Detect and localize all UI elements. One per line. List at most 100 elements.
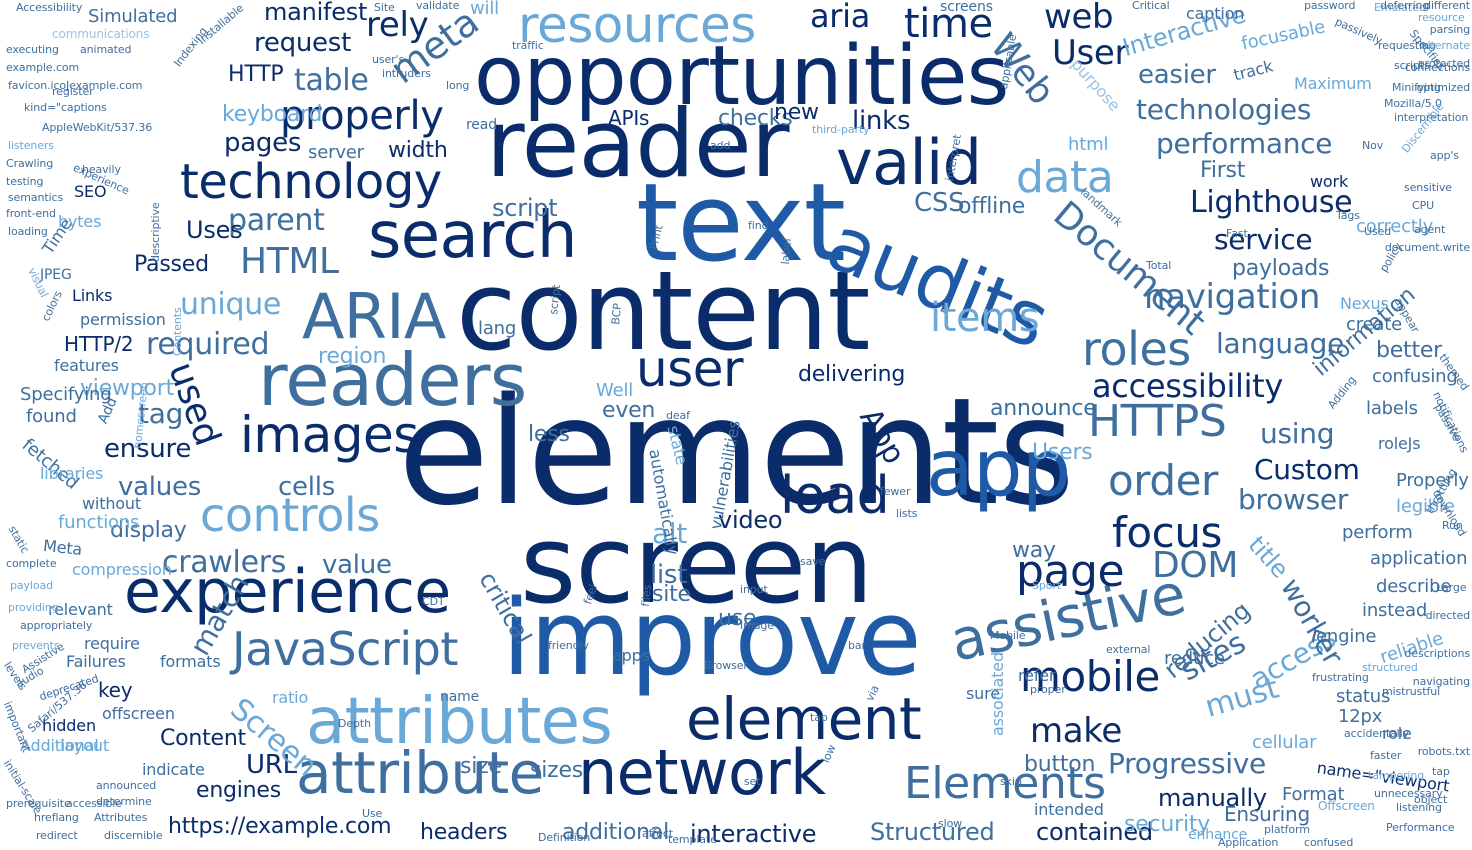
word-compression-194: compression [72, 560, 172, 579]
word-relevant-195: relevant [48, 600, 113, 619]
word-screen-2: screen [520, 503, 874, 628]
word-enhance-293: enhance [1188, 827, 1248, 843]
word-structured-65: Structured [870, 818, 995, 846]
word-tags-267: Tags [1336, 209, 1360, 222]
word-site-258: Site [374, 1, 395, 14]
word-announce-104: announce [990, 396, 1097, 421]
word-third-party-296: third-party [812, 123, 870, 136]
word-width-86: width [388, 138, 448, 163]
word-javascript-22: JavaScript [232, 622, 458, 676]
word-manually-73: manually [1158, 784, 1267, 812]
word-definition-214: Definition [538, 831, 591, 844]
word-scripts-246: scripts [1394, 59, 1430, 72]
word-offscreen-219: Offscreen [1318, 799, 1375, 813]
word-status-149: status [1336, 686, 1391, 707]
word-external-346: external [1106, 643, 1151, 656]
word-users-105: Users [1032, 440, 1093, 465]
word-time-180: Time [38, 214, 76, 258]
word-work-157: work [1310, 172, 1349, 191]
word-maximum-158: Maximum [1294, 74, 1372, 93]
word-cells-84: cells [278, 472, 335, 502]
word-keyboard-92: keyboard [222, 102, 323, 127]
word-failures-197: Failures [66, 652, 126, 671]
word-readers-9: readers [258, 338, 527, 422]
word-sure-121: sure [966, 684, 1000, 703]
word-platform-222: platform [1264, 823, 1310, 836]
word-apis-94: APIs [608, 106, 650, 130]
word-register-168: register [52, 85, 94, 98]
word-interactive-67: interactive [690, 820, 817, 848]
word-protected-249: protected [1417, 57, 1470, 70]
word-slow-276: slow [938, 817, 963, 830]
word-requesting-247: requesting [1378, 39, 1436, 52]
word-offline-99: offline [958, 194, 1026, 219]
word-apps-283: apps [612, 646, 650, 665]
word-contents-297: Contents [171, 307, 184, 356]
word-value-85: value [322, 550, 392, 580]
word-mobile-282: Mobile [990, 629, 1026, 642]
word-lang-117: lang [478, 318, 517, 339]
word-fast-268: Fast [1226, 227, 1248, 240]
word-critical-256: Critical [1132, 0, 1170, 12]
word-confused-223: confused [1304, 836, 1354, 849]
word-better-137: better [1376, 338, 1443, 363]
word-functions-192: functions [58, 512, 140, 533]
word-button-74: button [1024, 752, 1096, 777]
word-determine-206: determine [96, 795, 152, 808]
word-cellular-151: cellular [1252, 732, 1317, 753]
word-track-159: track [1231, 56, 1275, 85]
word-skip-277: skip [1000, 775, 1022, 788]
word-caption-161: caption [1186, 4, 1245, 23]
word-rely-58: rely [366, 5, 429, 45]
word-improve-3: improve [502, 577, 922, 699]
word-faster-216: faster [1370, 749, 1402, 762]
word-input-345: input [740, 583, 768, 596]
word-content-72: Content [160, 726, 246, 751]
word-browser-286: Browser [704, 659, 748, 672]
word-text-4: text [636, 161, 846, 286]
word-affect-274: affect [642, 827, 673, 840]
word-http-91: HTTP [228, 62, 284, 87]
word-intended-292: intended [1034, 800, 1104, 819]
word-screens-257: screens [940, 0, 993, 15]
word-script-98: script [492, 194, 558, 222]
word-format-153: Format [1282, 784, 1345, 805]
word-elements-0: elements [398, 366, 1075, 538]
word-static-331: static [5, 523, 32, 556]
word-navigating-230: navigating [1412, 675, 1470, 688]
word-html-116: html [1068, 134, 1109, 155]
word-without-191: without [82, 494, 142, 513]
word-manifest-57: manifest [264, 0, 368, 26]
word-images-21: images [240, 406, 419, 464]
word-adding-325: Adding [1325, 373, 1359, 412]
word-ensure-80: ensure [104, 434, 192, 464]
word-different-254: different [1424, 0, 1470, 12]
word-content-1: content [456, 247, 871, 375]
word-elements-31: Elements [904, 758, 1106, 809]
word-traffic-260: traffic [512, 39, 544, 52]
word-attribute-14: attribute [296, 739, 544, 807]
word-proper-278: proper [1030, 683, 1066, 696]
word-css-120: CSS [914, 188, 965, 218]
word-even-106: even [602, 398, 656, 423]
word-headers-69: headers [420, 820, 508, 845]
word-controls-23: controls [200, 488, 380, 542]
word-app-s-266: app's [1430, 149, 1459, 162]
word-region-103: region [318, 344, 387, 369]
word-name-279: name [440, 689, 480, 705]
word-table-55: table [294, 63, 369, 98]
word-title-132: title [1242, 530, 1295, 584]
word-items-34: items [930, 295, 1040, 341]
word-user-s-261: user's [372, 53, 405, 66]
word-performance-221: Performance [1386, 821, 1455, 834]
word-sensitive-239: sensitive [1404, 181, 1452, 194]
word-tag-82: tag [138, 397, 184, 430]
word-image-287: Image [740, 619, 774, 632]
word-friendly-285: friendly [548, 639, 589, 652]
word-document-124: Document [1045, 193, 1213, 344]
word-pages-90: pages [224, 128, 302, 158]
word-aria-59: aria [810, 0, 870, 35]
word-server-93: server [308, 142, 364, 163]
word-found-187: found [26, 406, 77, 427]
word-features-185: features [54, 356, 119, 375]
